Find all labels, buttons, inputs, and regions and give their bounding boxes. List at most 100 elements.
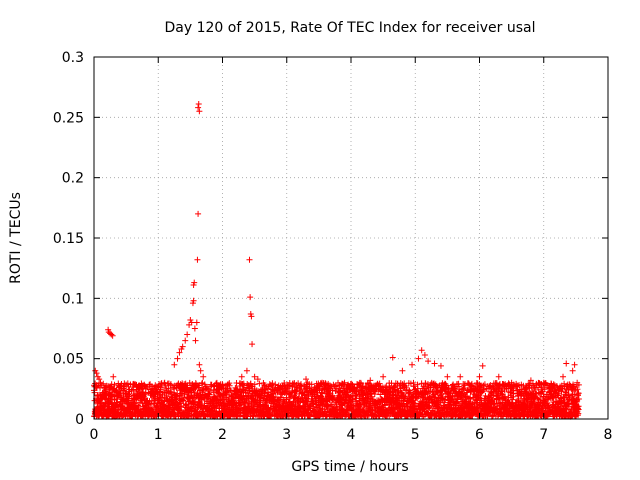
data-point — [174, 355, 181, 362]
data-point — [389, 354, 396, 361]
data-point — [140, 388, 147, 395]
data-point — [457, 373, 464, 380]
data-point — [409, 361, 416, 368]
data-point — [569, 367, 576, 374]
data-point — [399, 367, 406, 374]
data-point — [121, 386, 128, 393]
x-tick-label: 8 — [604, 427, 613, 443]
data-point — [176, 393, 183, 400]
data-point — [415, 355, 422, 362]
x-tick-label: 4 — [347, 427, 356, 443]
data-point — [495, 373, 502, 380]
data-point — [195, 101, 202, 108]
data-point — [226, 382, 233, 389]
y-tick-label: 0.2 — [62, 171, 84, 187]
data-point — [158, 384, 165, 391]
data-point — [204, 384, 211, 391]
data-point — [141, 391, 148, 398]
data-point — [178, 403, 185, 410]
data-point — [437, 362, 444, 369]
data-point — [571, 361, 578, 368]
data-point — [249, 341, 256, 348]
data-point — [193, 319, 200, 326]
data-point — [238, 373, 245, 380]
data-point — [159, 390, 166, 397]
data-point — [225, 381, 232, 388]
data-point — [256, 380, 263, 387]
data-point — [243, 367, 250, 374]
data-point — [171, 361, 178, 368]
data-point — [308, 381, 315, 388]
x-axis-label: GPS time / hours — [291, 459, 408, 475]
data-point — [195, 210, 202, 217]
x-tick-label: 0 — [90, 427, 99, 443]
data-point — [292, 388, 299, 395]
data-point — [102, 396, 109, 403]
data-point — [247, 294, 254, 301]
data-point — [147, 401, 154, 408]
data-point — [194, 256, 201, 263]
data-point — [305, 393, 312, 400]
data-point — [198, 380, 205, 387]
data-point — [286, 388, 293, 395]
data-point — [206, 388, 213, 395]
x-tick-label: 2 — [218, 427, 227, 443]
data-point — [283, 396, 290, 403]
grid-layer — [94, 57, 608, 419]
data-point — [560, 373, 567, 380]
data-point — [191, 325, 198, 332]
data-point — [476, 373, 483, 380]
y-tick-label: 0.1 — [62, 291, 84, 307]
data-point — [243, 397, 250, 404]
y-tick-label: 0.05 — [53, 352, 84, 368]
data-point — [303, 376, 310, 383]
data-point — [563, 360, 570, 367]
data-point — [263, 396, 270, 403]
data-point — [431, 360, 438, 367]
data-point — [111, 381, 118, 388]
x-tick-label: 1 — [154, 427, 163, 443]
data-point — [120, 385, 127, 392]
y-tick-label: 0.3 — [62, 50, 84, 66]
data-point — [196, 108, 203, 115]
data-point — [196, 361, 203, 368]
y-tick-label: 0.25 — [53, 110, 84, 126]
data-point — [167, 381, 174, 388]
data-point — [213, 379, 220, 386]
data-point — [103, 386, 110, 393]
data-point — [200, 373, 207, 380]
y-tick-label: 0.15 — [53, 231, 84, 247]
x-tick-label: 5 — [411, 427, 420, 443]
data-point — [91, 389, 98, 396]
data-point — [293, 388, 300, 395]
data-point — [184, 331, 191, 338]
data-point — [317, 383, 324, 390]
data-point — [479, 362, 486, 369]
x-tick-label: 7 — [539, 427, 548, 443]
data-point — [110, 373, 117, 380]
data-point — [380, 373, 387, 380]
data-points-layer — [91, 101, 582, 420]
chart-title: Day 120 of 2015, Rate Of TEC Index for r… — [164, 20, 535, 36]
data-point — [195, 104, 202, 111]
y-axis-label: ROTI / TECUs — [8, 192, 24, 284]
data-point — [192, 337, 199, 344]
data-point — [157, 386, 164, 393]
data-point — [246, 256, 253, 263]
data-point — [234, 406, 241, 413]
y-tick-label: 0 — [75, 412, 84, 428]
data-point — [181, 381, 188, 388]
data-point — [224, 388, 231, 395]
x-tick-label: 6 — [475, 427, 484, 443]
data-point — [418, 347, 425, 354]
data-point — [199, 387, 206, 394]
data-point — [444, 373, 451, 380]
data-point — [108, 381, 115, 388]
data-point — [243, 412, 250, 419]
data-point — [180, 397, 187, 404]
x-tick-label: 3 — [282, 427, 291, 443]
data-point — [197, 367, 204, 374]
data-point — [289, 402, 296, 409]
data-point — [186, 379, 193, 386]
